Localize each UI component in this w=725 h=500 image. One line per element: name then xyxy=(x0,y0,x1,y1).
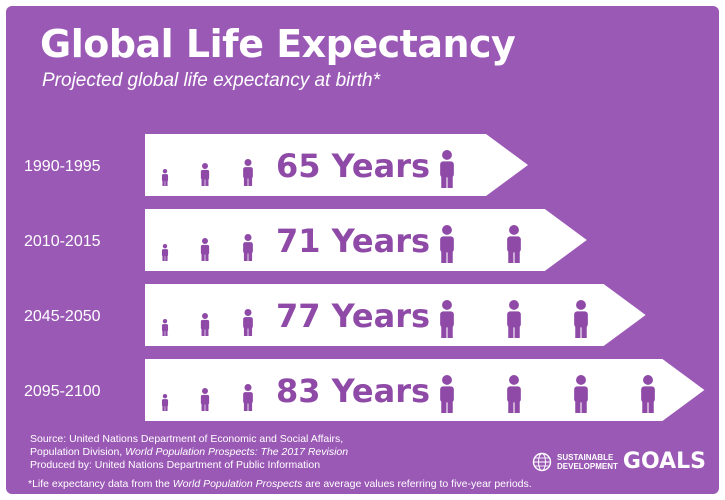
child-icon-small xyxy=(161,244,169,261)
category-label: 1990-1995 xyxy=(24,158,101,175)
category-label: 2045-2050 xyxy=(24,308,101,325)
sdg-line-1: SUSTAINABLE xyxy=(557,452,614,462)
footnote-prefix: *Life expectancy data from the xyxy=(28,478,173,490)
adult-icon xyxy=(507,375,521,413)
adult-icon xyxy=(440,225,454,263)
chart-row: 2045-2050 77 Years xyxy=(24,284,646,346)
value-label: 77 Years xyxy=(276,297,430,335)
arrow-bar xyxy=(145,284,646,346)
footnote-publication: World Population Prospects xyxy=(172,478,303,490)
arrow-bar xyxy=(145,209,587,271)
arrow-bar xyxy=(145,359,705,421)
child-icon-medium xyxy=(200,163,210,186)
source-credits: Source: United Nations Department of Eco… xyxy=(30,433,348,472)
chart-row: 2095-2100 83 Years xyxy=(24,359,705,421)
footnote: *Life expectancy data from the World Pop… xyxy=(28,478,532,490)
page-title: Global Life Expectancy xyxy=(40,22,516,66)
value-label: 71 Years xyxy=(276,222,430,260)
life-expectancy-chart: 1990-1995 65 Years 2010-2015 71 Years 2045-2… xyxy=(24,134,705,421)
sdg-line-2: DEVELOPMENT xyxy=(557,461,618,471)
source-line-1: Source: United Nations Department of Eco… xyxy=(30,433,344,445)
adult-icon xyxy=(641,375,655,413)
child-icon-large xyxy=(243,384,253,411)
category-label: 2010-2015 xyxy=(24,233,101,250)
child-icon-large xyxy=(243,159,253,186)
source-publication-title: World Population Prospects: The 2017 Rev… xyxy=(125,446,349,458)
category-label: 2095-2100 xyxy=(24,383,101,400)
chart-row: 2010-2015 71 Years xyxy=(24,209,587,271)
chart-row: 1990-1995 65 Years xyxy=(24,134,528,196)
child-icon-medium xyxy=(200,388,210,411)
sdg-goals-wordmark: GOALS xyxy=(622,449,706,474)
value-label: 83 Years xyxy=(276,372,430,410)
un-emblem-icon xyxy=(532,452,552,471)
child-icon-medium xyxy=(200,313,210,336)
sdg-wordmark-small: SUSTAINABLE DEVELOPMENT xyxy=(557,453,618,471)
footnote-suffix: are average values referring to five-yea… xyxy=(302,478,532,490)
adult-icon xyxy=(507,300,521,338)
adult-icon xyxy=(440,300,454,338)
adult-icon xyxy=(440,150,454,188)
child-icon-large xyxy=(243,234,253,261)
child-icon-small xyxy=(161,319,169,336)
adult-icon xyxy=(574,300,588,338)
source-line-2: Population Division, World Population Pr… xyxy=(30,446,348,459)
source-line-2-prefix: Population Division, xyxy=(30,446,126,458)
value-label: 65 Years xyxy=(276,147,430,185)
produced-by: Produced by: United Nations Department o… xyxy=(30,459,321,471)
adult-icon xyxy=(507,225,521,263)
arrow-bar xyxy=(145,134,528,196)
page-subtitle: Projected global life expectancy at birt… xyxy=(42,70,380,91)
child-icon-small xyxy=(161,169,169,186)
child-icon-medium xyxy=(200,238,210,261)
adult-icon xyxy=(440,375,454,413)
adult-icon xyxy=(574,375,588,413)
child-icon-small xyxy=(161,394,169,411)
infographic-card: Global Life Expectancy Projected global … xyxy=(6,6,719,494)
sdg-logo: SUSTAINABLE DEVELOPMENT GOALS xyxy=(532,449,706,474)
child-icon-large xyxy=(243,309,253,336)
